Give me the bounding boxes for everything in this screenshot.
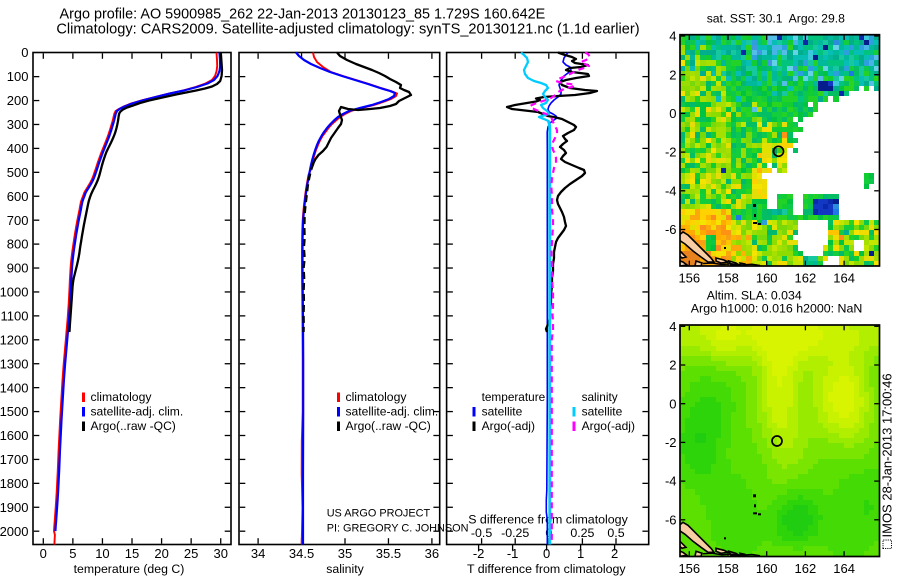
svg-text:0: 0 xyxy=(669,106,676,121)
svg-text:0: 0 xyxy=(40,546,47,561)
svg-text:160: 160 xyxy=(756,271,778,286)
svg-text:Argo(-adj): Argo(-adj) xyxy=(482,419,535,433)
svg-text:500: 500 xyxy=(7,165,29,180)
svg-text:0: 0 xyxy=(21,45,28,60)
svg-text:-0.25: -0.25 xyxy=(501,526,529,540)
svg-text:0.5: 0.5 xyxy=(607,526,624,540)
svg-text:T difference from climatology: T difference from climatology xyxy=(467,562,626,576)
svg-text:1500: 1500 xyxy=(0,404,29,419)
svg-text:5: 5 xyxy=(69,546,76,561)
svg-text:900: 900 xyxy=(7,261,29,276)
svg-text:-0.5: -0.5 xyxy=(471,526,492,540)
svg-text:34: 34 xyxy=(251,546,265,561)
svg-text:20: 20 xyxy=(154,546,168,561)
svg-text:164: 164 xyxy=(833,271,855,286)
svg-text:-1: -1 xyxy=(507,546,519,561)
svg-text:1800: 1800 xyxy=(0,476,29,491)
svg-text:156: 156 xyxy=(678,561,700,576)
svg-text:Argo h1000: 0.016 h2000: NaN: Argo h1000: 0.016 h2000: NaN xyxy=(691,302,863,316)
svg-text:1300: 1300 xyxy=(0,356,29,371)
svg-text:0: 0 xyxy=(669,396,676,411)
svg-text:36: 36 xyxy=(425,546,439,561)
svg-text:satellite-adj. clim.: satellite-adj. clim. xyxy=(346,405,439,419)
svg-text:satellite: satellite xyxy=(482,405,523,419)
svg-text:2: 2 xyxy=(669,358,676,373)
svg-text:2000: 2000 xyxy=(0,524,29,539)
svg-text:-2: -2 xyxy=(665,435,677,450)
svg-text:700: 700 xyxy=(7,213,29,228)
svg-text:15: 15 xyxy=(125,546,139,561)
svg-text:climatology: climatology xyxy=(91,390,153,404)
svg-text:200: 200 xyxy=(7,93,29,108)
svg-text:0: 0 xyxy=(543,546,550,561)
svg-text:34.5: 34.5 xyxy=(289,546,314,561)
svg-text:4: 4 xyxy=(669,319,676,334)
svg-text:1: 1 xyxy=(577,546,584,561)
svg-text:-6: -6 xyxy=(665,222,677,237)
svg-text:2: 2 xyxy=(669,67,676,82)
svg-text:IMOS 28-Jan-2013 17:00:46: IMOS 28-Jan-2013 17:00:46 xyxy=(880,373,895,537)
svg-text:PI: GREGORY C. JOHNSON: PI: GREGORY C. JOHNSON xyxy=(327,522,469,534)
svg-text:4: 4 xyxy=(669,29,676,44)
svg-text:2: 2 xyxy=(611,546,618,561)
svg-text:35.5: 35.5 xyxy=(376,546,401,561)
svg-text:600: 600 xyxy=(7,189,29,204)
svg-text:164: 164 xyxy=(833,561,855,576)
svg-text:temperature (deg C): temperature (deg C) xyxy=(74,562,185,576)
svg-text:1700: 1700 xyxy=(0,452,29,467)
svg-text:temperature: temperature xyxy=(482,390,546,404)
svg-text:1600: 1600 xyxy=(0,428,29,443)
svg-text:100: 100 xyxy=(7,69,29,84)
svg-text:-2: -2 xyxy=(473,546,485,561)
svg-text:salinity: salinity xyxy=(582,390,618,404)
svg-text:US ARGO PROJECT: US ARGO PROJECT xyxy=(327,507,431,519)
svg-text:30: 30 xyxy=(213,546,227,561)
svg-text:-4: -4 xyxy=(665,183,677,198)
svg-text:Argo(..raw -QC): Argo(..raw -QC) xyxy=(91,419,176,433)
svg-text:Altim. SLA: 0.034: Altim. SLA: 0.034 xyxy=(707,289,802,303)
svg-text:158: 158 xyxy=(717,561,739,576)
svg-text:400: 400 xyxy=(7,141,29,156)
svg-text:-6: -6 xyxy=(665,512,677,527)
svg-text:0.25: 0.25 xyxy=(570,526,594,540)
svg-text:156: 156 xyxy=(678,271,700,286)
svg-text:Argo(..raw -QC): Argo(..raw -QC) xyxy=(346,419,431,433)
svg-text:-4: -4 xyxy=(665,474,677,489)
svg-text:1000: 1000 xyxy=(0,285,29,300)
svg-text:Argo profile: AO 5900985_262 2: Argo profile: AO 5900985_262 22-Jan-2013… xyxy=(60,7,546,23)
svg-text:35: 35 xyxy=(338,546,352,561)
svg-text:satellite: satellite xyxy=(582,405,623,419)
svg-text:climatology: climatology xyxy=(346,390,408,404)
svg-text:Climatology: CARS2009. Satelli: Climatology: CARS2009. Satellite-adjuste… xyxy=(56,22,639,38)
svg-text:-2: -2 xyxy=(665,145,677,160)
svg-text:Argo(-adj): Argo(-adj) xyxy=(582,419,635,433)
svg-text:162: 162 xyxy=(795,561,817,576)
svg-text:160: 160 xyxy=(756,561,778,576)
svg-text:1400: 1400 xyxy=(0,380,29,395)
svg-text:300: 300 xyxy=(7,117,29,132)
svg-text:1900: 1900 xyxy=(0,500,29,515)
svg-text:satellite-adj. clim.: satellite-adj. clim. xyxy=(91,405,184,419)
svg-text:10: 10 xyxy=(95,546,109,561)
svg-text:158: 158 xyxy=(717,271,739,286)
svg-text:162: 162 xyxy=(795,271,817,286)
svg-text:25: 25 xyxy=(184,546,198,561)
svg-text:sat. SST: 30.1 Argo: 29.8: sat. SST: 30.1 Argo: 29.8 xyxy=(707,11,845,25)
svg-text:1100: 1100 xyxy=(1,308,29,323)
svg-text:1200: 1200 xyxy=(0,332,29,347)
svg-text:800: 800 xyxy=(7,237,29,252)
svg-text:salinity: salinity xyxy=(326,562,364,576)
